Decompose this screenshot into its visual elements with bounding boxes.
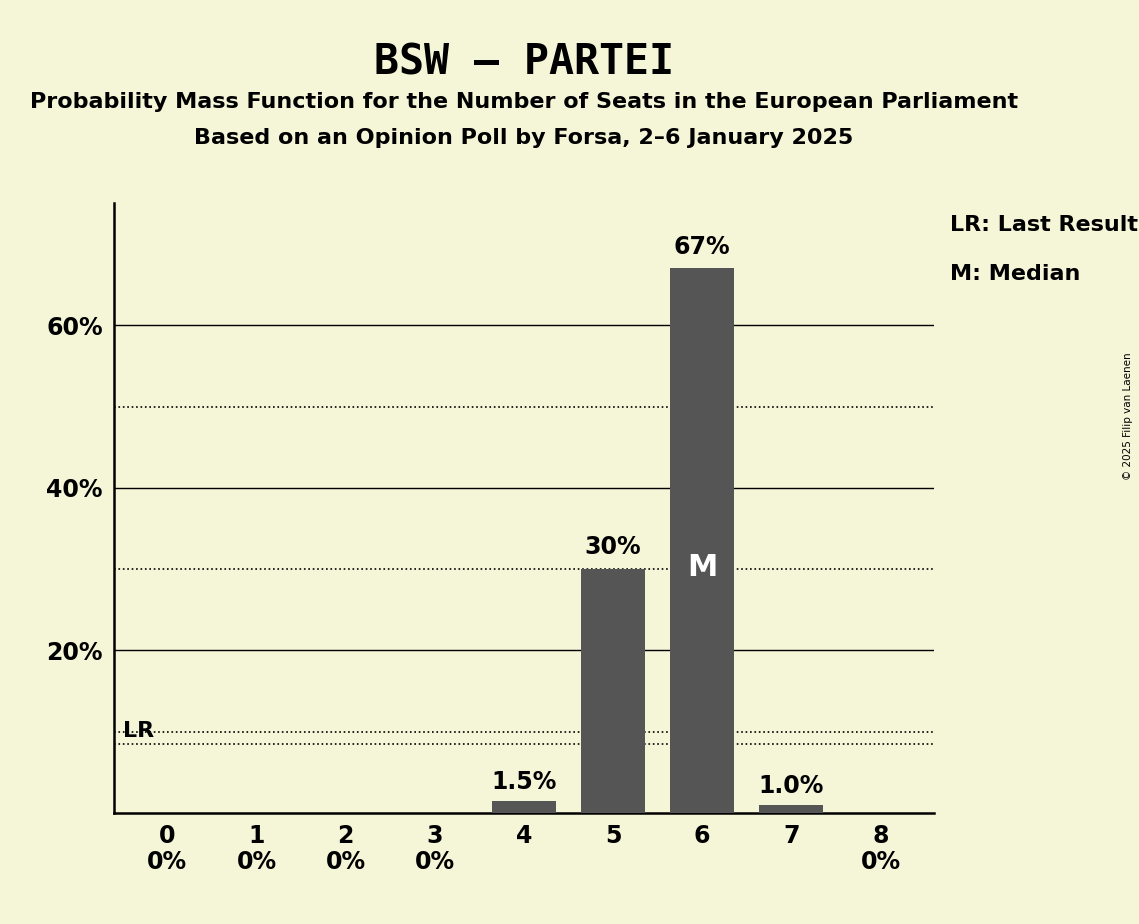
Text: © 2025 Filip van Laenen: © 2025 Filip van Laenen <box>1123 352 1133 480</box>
Bar <box>670 268 735 813</box>
Text: 0%: 0% <box>860 850 901 874</box>
Bar <box>492 801 556 813</box>
Text: 0%: 0% <box>237 850 277 874</box>
Text: 0%: 0% <box>326 850 366 874</box>
Text: 0%: 0% <box>147 850 188 874</box>
Bar <box>581 569 645 813</box>
Text: M: Median: M: Median <box>950 264 1081 285</box>
Text: Based on an Opinion Poll by Forsa, 2–6 January 2025: Based on an Opinion Poll by Forsa, 2–6 J… <box>195 128 853 148</box>
Text: 1.0%: 1.0% <box>759 774 823 798</box>
Text: M: M <box>687 553 718 582</box>
Text: Probability Mass Function for the Number of Seats in the European Parliament: Probability Mass Function for the Number… <box>30 92 1018 113</box>
Text: LR: Last Result: LR: Last Result <box>950 215 1138 236</box>
Text: 67%: 67% <box>674 235 730 259</box>
Text: 0%: 0% <box>415 850 454 874</box>
Text: BSW – PARTEI: BSW – PARTEI <box>374 42 674 83</box>
Text: 30%: 30% <box>584 535 641 559</box>
Bar <box>760 805 823 813</box>
Text: LR: LR <box>123 721 154 741</box>
Text: 1.5%: 1.5% <box>491 771 557 795</box>
